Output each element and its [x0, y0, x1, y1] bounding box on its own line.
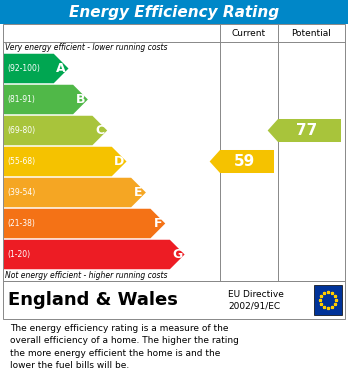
Polygon shape	[209, 150, 274, 173]
Text: Current: Current	[232, 29, 266, 38]
Text: (39-54): (39-54)	[7, 188, 35, 197]
Text: Potential: Potential	[292, 29, 331, 38]
Polygon shape	[268, 119, 341, 142]
Text: Very energy efficient - lower running costs: Very energy efficient - lower running co…	[5, 43, 167, 52]
Text: The energy efficiency rating is a measure of the
overall efficiency of a home. T: The energy efficiency rating is a measur…	[10, 324, 239, 370]
Text: E: E	[134, 186, 143, 199]
Polygon shape	[4, 240, 184, 269]
Text: Not energy efficient - higher running costs: Not energy efficient - higher running co…	[5, 271, 167, 280]
Text: (69-80): (69-80)	[7, 126, 35, 135]
Text: C: C	[95, 124, 104, 137]
Text: (92-100): (92-100)	[7, 64, 40, 73]
Polygon shape	[4, 116, 107, 145]
Text: D: D	[114, 155, 124, 168]
Text: B: B	[76, 93, 85, 106]
Text: EU Directive
2002/91/EC: EU Directive 2002/91/EC	[228, 290, 284, 310]
Text: F: F	[153, 217, 162, 230]
Polygon shape	[4, 178, 146, 207]
Text: Energy Efficiency Rating: Energy Efficiency Rating	[69, 5, 279, 20]
Polygon shape	[4, 85, 88, 114]
Bar	[0, 0, 348, 24]
Polygon shape	[4, 209, 165, 238]
Text: (21-38): (21-38)	[7, 219, 35, 228]
Text: England & Wales: England & Wales	[8, 291, 178, 309]
Text: 77: 77	[296, 123, 317, 138]
Text: G: G	[172, 248, 182, 261]
Text: (81-91): (81-91)	[7, 95, 35, 104]
Text: 59: 59	[234, 154, 255, 169]
Bar	[3, 24, 345, 281]
Bar	[3, 281, 345, 319]
Text: (55-68): (55-68)	[7, 157, 35, 166]
Text: (1-20): (1-20)	[7, 250, 30, 259]
Polygon shape	[4, 147, 127, 176]
Text: A: A	[56, 62, 66, 75]
Polygon shape	[4, 54, 69, 83]
Bar	[314, 285, 342, 315]
